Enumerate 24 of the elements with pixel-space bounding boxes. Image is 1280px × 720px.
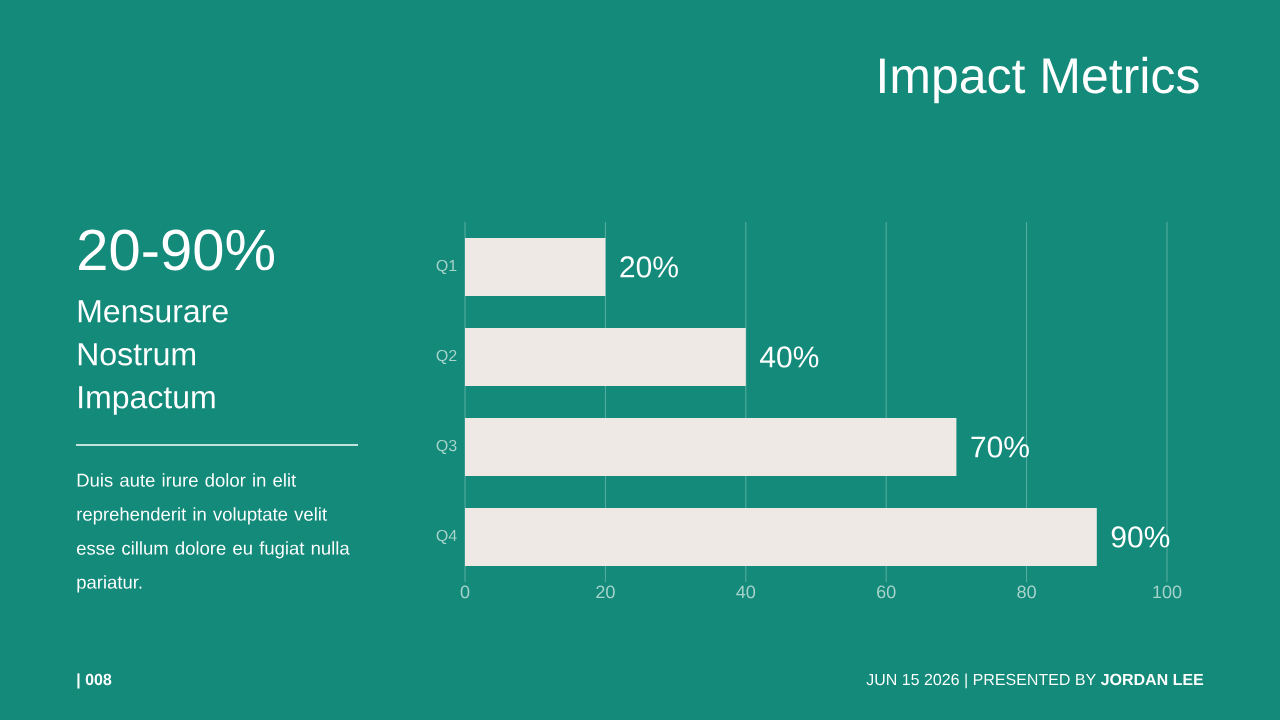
x-tick-label: 60	[877, 585, 896, 599]
x-tick-label: 40	[736, 585, 756, 599]
x-tick-label: 80	[1017, 585, 1036, 599]
y-tick-label: Q3	[436, 439, 457, 455]
x-tick-label: 20	[596, 585, 615, 599]
x-tick-label: 0	[460, 585, 470, 599]
text: 20-90%	[79, 229, 275, 271]
data-label: 90%	[1111, 526, 1170, 548]
text: | 008	[77, 673, 112, 689]
chart-title: Impact Metrics	[880, 56, 1199, 104]
data-label: 70%	[971, 436, 1029, 458]
x-tick-label: 100	[1153, 585, 1182, 599]
y-tick-label: Q1	[436, 259, 457, 275]
bar	[465, 417, 957, 476]
y-tick-label: Q2	[436, 349, 457, 365]
text: Duis aute irure dolor in elit reprehenderit in voluptate velit esse cillum dolore eu fugiat nulla pariatur.	[77, 473, 350, 593]
text: Mensurare Nostrum Impactum	[78, 300, 228, 415]
bar	[465, 328, 746, 386]
bar	[465, 507, 1097, 566]
data-label: 20%	[620, 256, 678, 278]
data-label: 40%	[760, 346, 819, 368]
text: JUN 15 2026 | PRESENTED BY JORDAN LEE	[866, 673, 1204, 689]
y-tick-label: Q4	[436, 529, 457, 545]
bar	[465, 238, 606, 296]
